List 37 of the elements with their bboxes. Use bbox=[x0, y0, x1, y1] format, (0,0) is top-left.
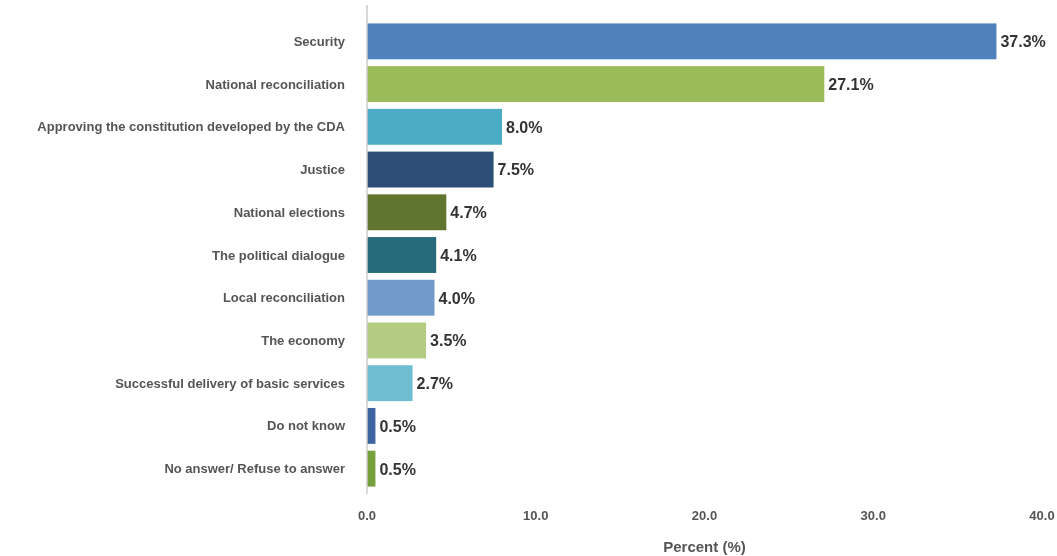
data-label: 2.7% bbox=[416, 375, 454, 393]
x-tick-label: 30.0 bbox=[860, 508, 886, 523]
bar bbox=[367, 237, 437, 273]
y-tick-label: National elections bbox=[233, 204, 345, 220]
y-tick-label: Successful delivery of basic services bbox=[115, 375, 345, 391]
x-axis-title: Percent (%) bbox=[663, 538, 746, 555]
y-tick-label: Do not know bbox=[267, 418, 346, 434]
x-tick-label: 40.0 bbox=[1029, 508, 1055, 523]
bar bbox=[367, 279, 435, 316]
y-tick-label: National reconciliation bbox=[205, 76, 346, 92]
data-label: 0.5% bbox=[379, 417, 416, 435]
y-tick-label: Justice bbox=[300, 162, 345, 178]
data-label: 7.5% bbox=[497, 161, 535, 179]
data-label: 0.5% bbox=[379, 460, 416, 478]
y-tick-label: Approving the constitution developed by the CDA bbox=[37, 119, 346, 135]
data-label: 4.1% bbox=[440, 246, 477, 264]
y-tick-label: Security bbox=[293, 33, 346, 49]
data-label: 4.7% bbox=[450, 204, 487, 222]
y-tick-label: The political dialogue bbox=[212, 247, 345, 263]
y-tick-label: The economy bbox=[261, 333, 346, 348]
data-label: 3.5% bbox=[430, 332, 467, 350]
bar bbox=[367, 322, 427, 359]
y-tick-label: No answer/ Refuse to answer bbox=[164, 461, 345, 477]
data-label: 27.1% bbox=[828, 76, 874, 94]
data-label: 4.0% bbox=[438, 289, 475, 307]
bar bbox=[367, 365, 413, 402]
x-tick-label: 10.0 bbox=[523, 508, 549, 523]
bar bbox=[367, 23, 997, 60]
data-label: 37.3% bbox=[1000, 33, 1046, 51]
bar bbox=[367, 194, 447, 231]
x-tick-label: 0.0 bbox=[357, 508, 377, 523]
x-tick-label: 20.0 bbox=[691, 508, 718, 523]
data-label: 8.0% bbox=[506, 118, 543, 136]
bar bbox=[367, 66, 825, 103]
bar bbox=[367, 108, 502, 145]
y-tick-label: Local reconciliation bbox=[222, 290, 346, 306]
bar bbox=[367, 151, 494, 188]
